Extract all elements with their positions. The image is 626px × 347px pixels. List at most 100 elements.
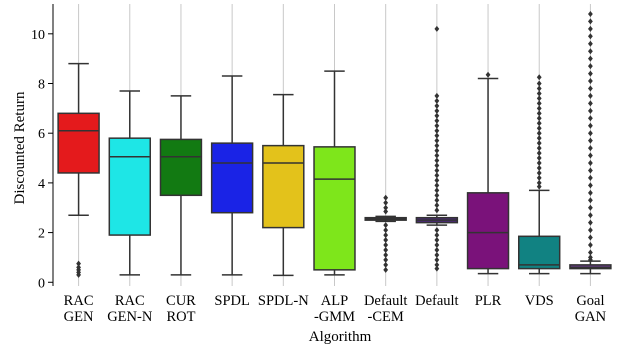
x-category-label-line: CUR — [166, 293, 196, 309]
outlier-point — [434, 207, 440, 214]
outlier-point — [588, 78, 593, 85]
outlier-point — [536, 135, 542, 142]
outlier-point — [588, 63, 593, 70]
x-category-label: SPDL — [214, 293, 249, 309]
outlier-point — [434, 172, 440, 179]
y-tick-label: 8 — [38, 78, 45, 93]
x-category-label: Default — [415, 293, 458, 309]
outlier-point — [434, 107, 440, 114]
outlier-point — [434, 177, 440, 184]
x-category-label: Default -CEM — [364, 293, 407, 325]
x-category-label: PLR — [475, 293, 502, 309]
box — [159, 138, 203, 197]
outlier-point — [588, 115, 593, 122]
outlier-point — [588, 197, 593, 204]
x-category-label: RAC GEN-N — [107, 293, 153, 325]
outlier-point — [383, 227, 389, 234]
outlier-point — [383, 194, 389, 201]
x-category-label: SPDL-N — [258, 293, 309, 309]
outlier-point — [588, 212, 593, 219]
outlier-point — [588, 25, 593, 32]
outlier-point — [536, 164, 542, 171]
outlier-point — [536, 169, 542, 176]
box-group — [57, 62, 100, 278]
outlier-point — [434, 137, 440, 144]
outlier-point — [536, 155, 542, 162]
outlier-point — [434, 187, 440, 194]
box — [518, 235, 561, 270]
x-category-label-line: RAC — [64, 293, 94, 309]
x-axis-title: Algorithm — [309, 329, 372, 345]
outlier-point — [588, 107, 593, 114]
outlier-point — [588, 160, 593, 167]
outlier-point — [434, 182, 440, 189]
box-group — [262, 93, 305, 277]
outlier-point — [485, 71, 491, 78]
outlier-point — [434, 147, 440, 154]
x-category-label-line: PLR — [475, 293, 502, 309]
outlier-point — [536, 85, 542, 92]
x-category-label-line: -GMM — [314, 309, 355, 325]
outlier-point — [76, 264, 81, 271]
outlier-point — [588, 249, 593, 256]
box-group — [313, 70, 356, 276]
outlier-point — [383, 266, 389, 273]
box-group — [364, 194, 407, 273]
outlier-point — [588, 122, 593, 129]
outlier-point — [434, 132, 440, 139]
box-series — [57, 10, 612, 278]
outlier-point — [536, 140, 542, 147]
x-category-label: ALP -GMM — [314, 293, 355, 325]
outlier-point — [383, 232, 389, 239]
x-category-label-line: -CEM — [368, 309, 404, 325]
outlier-point — [588, 242, 593, 249]
outlier-point — [588, 130, 593, 137]
outlier-point — [434, 242, 440, 249]
outlier-point — [383, 204, 389, 211]
outlier-point — [536, 120, 542, 127]
outlier-point — [383, 261, 389, 268]
x-category-label-line: GEN-N — [107, 309, 153, 325]
x-category-label-line: RAC — [115, 293, 145, 309]
outlier-point — [588, 174, 593, 181]
box-group — [108, 90, 151, 276]
outlier-point — [434, 102, 440, 109]
outlier-point — [434, 117, 440, 124]
x-category-label-line: GEN — [64, 309, 94, 325]
outlier-point — [536, 110, 542, 117]
outlier-point — [434, 157, 440, 164]
outlier-point — [588, 18, 593, 25]
x-category-label-line: SPDL-N — [258, 293, 309, 309]
x-category-label-line: GAN — [575, 309, 607, 325]
box — [262, 144, 305, 229]
outlier-point — [434, 251, 440, 258]
x-category-label: RAC GEN — [64, 293, 94, 325]
outlier-point — [434, 246, 440, 253]
outlier-point — [434, 122, 440, 129]
outlier-point — [536, 160, 542, 167]
outlier-point — [588, 10, 593, 17]
outlier-point — [383, 199, 389, 206]
outlier-point — [588, 152, 593, 159]
outlier-point — [536, 183, 542, 190]
outlier-point — [588, 219, 593, 226]
outlier-point — [434, 152, 440, 159]
outlier-point — [434, 127, 440, 134]
x-category-label-line: ALP — [321, 293, 348, 309]
outlier-point — [588, 40, 593, 47]
outlier-point — [536, 74, 542, 81]
outlier-point — [588, 137, 593, 144]
y-tick-label: 0 — [38, 276, 45, 291]
y-axis-title: Discounted Return — [12, 91, 28, 204]
x-category-label-line: ROT — [166, 309, 195, 325]
outlier-point — [536, 105, 542, 112]
outlier-point — [434, 142, 440, 149]
outlier-point — [588, 92, 593, 99]
box-group — [466, 71, 510, 275]
x-category-label-line: Default — [415, 293, 458, 309]
outlier-point — [434, 97, 440, 104]
outlier-point — [434, 112, 440, 119]
outlier-point — [434, 192, 440, 199]
outlier-point — [536, 95, 542, 102]
